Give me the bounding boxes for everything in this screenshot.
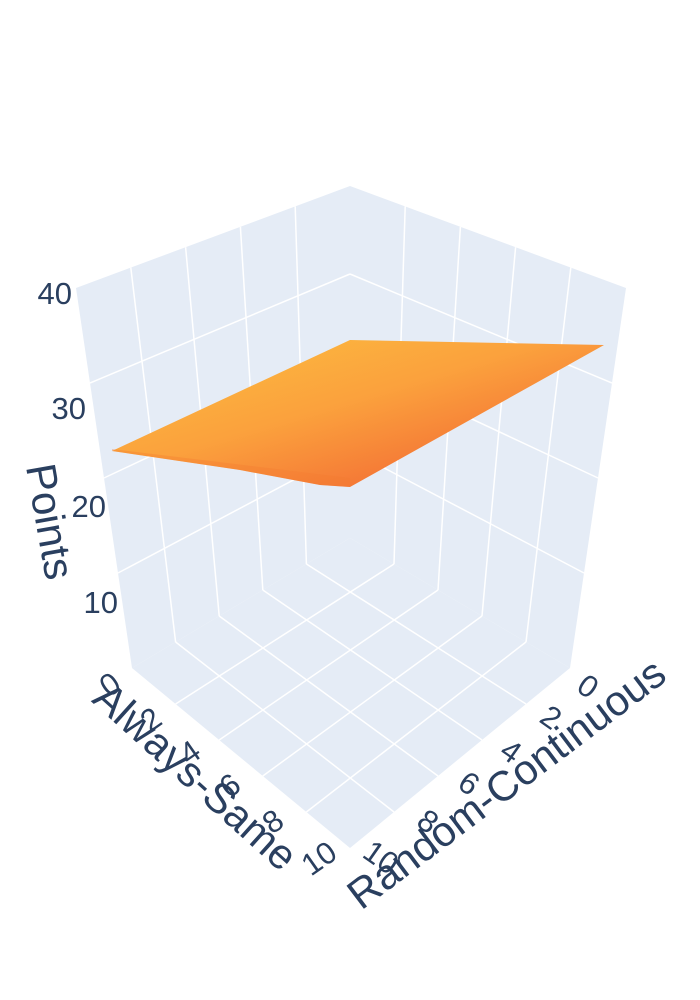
grid-line bbox=[481, 247, 517, 617]
grid-line bbox=[175, 641, 395, 813]
grid-line bbox=[305, 641, 527, 813]
grid-line bbox=[305, 563, 527, 705]
floor-plane bbox=[132, 538, 570, 848]
grid-line bbox=[175, 563, 395, 705]
surface-plot bbox=[112, 340, 604, 487]
z-tick-label: 40 bbox=[38, 276, 72, 311]
surface-edge-shade bbox=[112, 449, 350, 487]
grid-line bbox=[262, 615, 483, 777]
z-tick-label: 20 bbox=[72, 489, 106, 524]
grid-line bbox=[89, 273, 351, 384]
grid-line bbox=[218, 589, 439, 741]
grid-line bbox=[525, 267, 572, 643]
z-tick-label: 10 bbox=[84, 585, 118, 620]
z-tick-label: 30 bbox=[52, 391, 86, 426]
grid-line bbox=[262, 589, 483, 741]
z-axis-title: Points bbox=[17, 460, 84, 583]
grid-line bbox=[349, 449, 585, 574]
grid-line bbox=[218, 615, 439, 777]
